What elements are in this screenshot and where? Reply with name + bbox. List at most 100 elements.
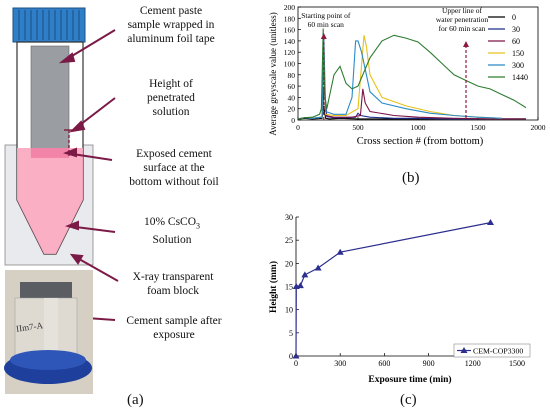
chart-c-legend-swatch-marker <box>460 347 468 353</box>
chart-b-ytick-label: 180 <box>284 14 296 23</box>
chart-b-legend-label: 150 <box>512 49 524 58</box>
label-penetration-line1: Height of <box>149 78 193 90</box>
chart-c-ytick-label: 20 <box>285 259 293 268</box>
chart-c-ytick-label: 5 <box>289 329 293 338</box>
chart-b-start-label: 60 min scan <box>308 20 344 29</box>
chart-b-series-60 <box>297 63 526 120</box>
chart-c-ytick-label: 25 <box>285 236 293 245</box>
chart-b-ytick-label: 100 <box>284 60 296 69</box>
label-penetration: Height of penetrated solution <box>126 77 216 119</box>
label-solution-line1: 10% CsCO3 <box>120 215 224 233</box>
chart-b-xlabel: Cross section # (from bottom) <box>357 136 484 147</box>
label-foam-line2: foam block <box>146 285 200 297</box>
chart-c-ytick-label: 10 <box>285 306 293 315</box>
panel-b-letter: (b) <box>402 170 420 186</box>
label-foil-wrap-line2: sample wrapped in <box>127 19 215 31</box>
label-foil-wrap-line3: aluminum foil tape <box>127 33 215 45</box>
chart-b-upper-label: for 60 min scan <box>439 24 486 33</box>
chart-b-series-150 <box>297 35 503 120</box>
sample-photo <box>4 270 93 394</box>
chart-c-ytick-label: 15 <box>285 283 293 292</box>
chart-b-ytick-label: 60 <box>288 82 296 91</box>
panel-c-letter: (c) <box>400 392 417 408</box>
chart-c-point <box>301 271 309 278</box>
pink-solution <box>17 148 83 254</box>
chart-b-xtick-label: 0 <box>296 123 300 132</box>
chart-c-ylabel: Height (mm) <box>268 261 279 313</box>
chart-c-ytick-label: 0 <box>289 352 293 361</box>
greyscale-chart: Average greyscale value (unitless) Cross… <box>268 3 546 147</box>
cement-rod <box>30 45 70 157</box>
chart-b-xtick-label: 1000 <box>411 123 426 132</box>
chart-b-start-label: Starting point of <box>301 11 351 20</box>
chart-b-ylabel: Average greyscale value (unitless) <box>268 12 278 136</box>
chart-c-ytick-label: 30 <box>285 213 293 222</box>
chart-c-series-line <box>295 222 491 357</box>
chart-c-legend: CEM-COP3300 <box>453 343 531 358</box>
chart-b-ytick-label: 20 <box>288 105 296 114</box>
chart-b-series-1440 <box>297 28 527 120</box>
chart-b-ytick-label: 160 <box>284 26 296 35</box>
chart-c-point <box>314 264 322 271</box>
label-solution-text: 10% CsCO <box>143 216 197 228</box>
chart-b-legend-label: 300 <box>512 61 524 70</box>
chart-c-legend-box <box>453 343 531 358</box>
chart-c-xtick-label: 300 <box>334 359 346 368</box>
label-penetration-line2: penetrated <box>147 92 195 104</box>
chart-b-start-arrowhead <box>320 33 327 39</box>
chart-b-xtick-label: 500 <box>352 123 364 132</box>
chart-c-xtick-label: 1500 <box>509 359 525 368</box>
chart-c-xtick-label: 0 <box>294 359 298 368</box>
chart-b-series-300 <box>297 35 503 120</box>
label-penetration-line3: solution <box>152 106 190 118</box>
label-exposed-line2: surface at the <box>143 162 205 174</box>
chart-b-legend-label: 60 <box>512 37 520 46</box>
chart-b-xtick-label: 2000 <box>531 123 546 132</box>
label-exposed: Exposed cement surface at the bottom wit… <box>112 147 236 189</box>
chart-b-ytick-label: 80 <box>288 71 296 80</box>
chart-b-legend-label: 1440 <box>512 73 528 82</box>
chart-b-upper-label: Upper line of <box>442 6 482 15</box>
label-solution-line2: Solution <box>152 234 192 247</box>
label-foil-wrap-line1: Cement paste <box>139 5 203 17</box>
chart-b-ytick-label: 120 <box>284 48 296 57</box>
chart-c-xtick-label: 900 <box>423 359 435 368</box>
panel-a-illustration <box>4 7 119 394</box>
chart-b-legend: 0 30 60 150 300 1440 <box>488 13 528 82</box>
chart-b-series <box>297 28 527 120</box>
panel-a-letter: (a) <box>127 392 144 408</box>
chart-c-point <box>336 248 344 255</box>
chart-c-xtick-label: 600 <box>378 359 390 368</box>
chart-b-upper-label: water penetration <box>436 15 489 24</box>
label-solution-subscript: 3 <box>196 221 201 231</box>
chart-c-xlabel: Exposure time (min) <box>368 374 451 385</box>
rod-bottom <box>31 148 69 158</box>
chart-b-xtick-label: 1500 <box>471 123 486 132</box>
label-after-line2: exposure <box>153 329 195 341</box>
chart-c-xtick-label: 1200 <box>465 359 481 368</box>
height-chart: Height (mm) Exposure time (min) 0 5 10 15 20… <box>268 213 531 385</box>
label-solution: 10% CsCO3 Solution <box>120 215 224 247</box>
chart-c-point <box>486 219 494 226</box>
chart-b-ytick-label: 200 <box>284 3 296 12</box>
label-after-line1: Cement sample after <box>126 315 222 327</box>
label-exposed-line3: bottom without foil <box>129 176 219 188</box>
label-foam: X-ray transparent foam block <box>118 270 228 298</box>
chart-b-ytick-label: 40 <box>288 93 296 102</box>
label-exposed-line1: Exposed cement <box>136 148 212 160</box>
chart-b-ytick-label: 140 <box>284 37 296 46</box>
chart-c-point <box>292 352 300 359</box>
label-foam-line1: X-ray transparent <box>132 271 214 283</box>
chart-b-legend-label: 30 <box>512 25 520 34</box>
chart-c-point <box>296 282 304 289</box>
label-after: Cement sample after exposure <box>112 314 236 342</box>
chart-c-legend-label: CEM-COP3300 <box>473 347 523 356</box>
chart-b-ytick-label: 0 <box>291 116 295 125</box>
chart-b-upper-arrowhead <box>463 41 469 47</box>
chart-b-legend-label: 0 <box>512 13 516 22</box>
chart-c-series <box>292 219 494 359</box>
cap-ridges <box>18 10 80 40</box>
